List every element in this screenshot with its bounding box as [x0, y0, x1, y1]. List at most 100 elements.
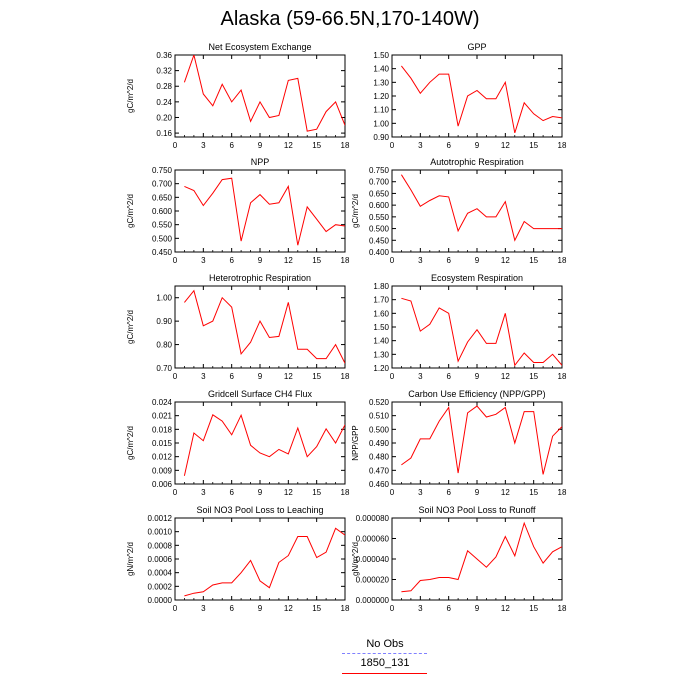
y-tick-label: 0.700 [152, 180, 173, 189]
y-tick-label: 0.650 [369, 189, 390, 198]
main-title: Alaska (59-66.5N,170-140W) [220, 8, 480, 30]
y-tick-label: 1.00 [373, 119, 389, 128]
x-tick-label: 0 [173, 604, 178, 613]
y-tick-label: 1.60 [373, 309, 389, 318]
y-tick-label: 0.000040 [356, 555, 390, 564]
y-tick-label: 1.40 [373, 65, 389, 74]
x-tick-label: 9 [475, 604, 480, 613]
x-tick-label: 3 [418, 141, 423, 150]
y-tick-label: 1.80 [373, 282, 389, 291]
x-tick-label: 9 [258, 604, 263, 613]
y-tick-label: 0.510 [369, 412, 390, 421]
x-tick-label: 15 [529, 256, 538, 265]
x-tick-label: 18 [558, 372, 567, 381]
chart-panel-7: Carbon Use Efficiency (NPP/GPP) 0 3 6 9 12 15 1… [351, 389, 567, 497]
y-tick-label: 0.24 [156, 98, 172, 107]
y-tick-label: 1.00 [156, 294, 172, 303]
x-tick-label: 18 [341, 604, 350, 613]
x-tick-label: 6 [446, 488, 451, 497]
chart-panel-6: Gridcell Surface CH4 Flux 0 3 6 9 12 15 18 0.006… [126, 389, 350, 497]
plot-frame [391, 285, 563, 369]
x-tick-label: 9 [258, 256, 263, 265]
y-axis-label: gC/m^2/d [126, 310, 135, 344]
chart-panel-1: GPP 0 3 6 9 12 15 18 0.90 1.00 1.10 1.20 1.30 1.40 1.5… [373, 42, 567, 150]
x-tick-label: 18 [558, 604, 567, 613]
plot-frame [391, 54, 563, 138]
y-tick-label: 0.021 [152, 412, 173, 421]
plot-frame [174, 169, 346, 253]
y-tick-label: 0.000080 [356, 514, 390, 523]
x-tick-label: 15 [312, 372, 321, 381]
y-tick-label: 0.460 [369, 480, 390, 489]
y-tick-label: 0.16 [156, 129, 172, 138]
y-tick-label: 0.700 [369, 178, 390, 187]
y-tick-label: 0.000060 [356, 535, 390, 544]
x-tick-label: 0 [173, 256, 178, 265]
series-line [401, 405, 562, 475]
x-tick-label: 15 [312, 488, 321, 497]
x-tick-label: 0 [390, 141, 395, 150]
x-tick-label: 3 [418, 372, 423, 381]
legend-label-no-obs: No Obs [366, 638, 404, 650]
y-tick-label: 1.70 [373, 296, 389, 305]
chart-panel-0: Net Ecosystem Exchange 0 3 6 9 12 15 18 0.16 0.20… [126, 42, 350, 150]
y-tick-label: 0.500 [152, 234, 173, 243]
plot-frame [391, 401, 563, 485]
y-tick-label: 1.20 [373, 92, 389, 101]
legend: No Obs 1850_131 [0, 636, 700, 700]
x-tick-label: 6 [229, 141, 234, 150]
y-tick-label: 0.009 [152, 466, 173, 475]
y-tick-label: 0.650 [152, 193, 173, 202]
series-line [400, 174, 562, 242]
y-tick-label: 0.450 [152, 248, 173, 257]
x-tick-label: 9 [258, 488, 263, 497]
x-tick-label: 12 [284, 141, 293, 150]
x-tick-label: 0 [390, 372, 395, 381]
panel-title: Ecosystem Respiration [431, 273, 523, 283]
y-tick-label: 1.20 [373, 364, 389, 373]
y-tick-label: 0.550 [369, 213, 390, 222]
panel-title: Gridcell Surface CH4 Flux [208, 389, 313, 399]
y-tick-label: 0.90 [156, 317, 172, 326]
chart-panel-3: Autotrophic Respiration 0 3 6 9 12 15 18 0.400 0.… [351, 157, 567, 265]
series-line [401, 297, 562, 367]
y-axis-label: gC/m^2/d [351, 194, 360, 228]
panel-title: Autotrophic Respiration [430, 157, 524, 167]
y-axis-label: gN/m^2/d [126, 542, 135, 576]
y-tick-label: 0.20 [156, 113, 172, 122]
x-tick-label: 3 [418, 488, 423, 497]
chart-panel-9: Soil NO3 Pool Loss to Runoff 0 3 6 9 12 15 18 0.… [351, 505, 567, 613]
x-tick-label: 6 [446, 256, 451, 265]
x-tick-label: 0 [173, 488, 178, 497]
x-tick-label: 6 [229, 604, 234, 613]
y-tick-label: 0.70 [156, 364, 172, 373]
x-tick-label: 6 [446, 372, 451, 381]
x-tick-label: 12 [284, 256, 293, 265]
y-tick-label: 0.0006 [148, 555, 173, 564]
y-tick-label: 0.006 [152, 480, 173, 489]
y-tick-label: 0.0004 [148, 569, 173, 578]
x-tick-label: 15 [529, 488, 538, 497]
x-tick-label: 0 [390, 604, 395, 613]
legend-line-no-obs [342, 653, 427, 654]
plot-frame [174, 401, 346, 485]
legend-label-run: 1850_131 [360, 657, 410, 669]
series-line [184, 527, 345, 597]
x-tick-label: 9 [475, 141, 480, 150]
chart-panel-4: Heterotrophic Respiration 0 3 6 9 12 15 18 0.70 0… [126, 273, 350, 381]
x-tick-label: 18 [558, 488, 567, 497]
y-tick-label: 0.500 [369, 425, 390, 434]
x-tick-label: 3 [201, 488, 206, 497]
x-tick-label: 15 [312, 141, 321, 150]
y-tick-label: 0.000020 [356, 576, 390, 585]
y-tick-label: 0.600 [369, 201, 390, 210]
x-tick-label: 9 [258, 372, 263, 381]
x-tick-label: 9 [475, 488, 480, 497]
y-axis-label: gC/m^2/d [126, 194, 135, 228]
y-tick-label: 0.36 [156, 51, 172, 60]
x-tick-label: 3 [201, 604, 206, 613]
y-tick-label: 0.0000 [148, 596, 173, 605]
x-tick-label: 12 [501, 256, 510, 265]
x-tick-label: 3 [418, 604, 423, 613]
